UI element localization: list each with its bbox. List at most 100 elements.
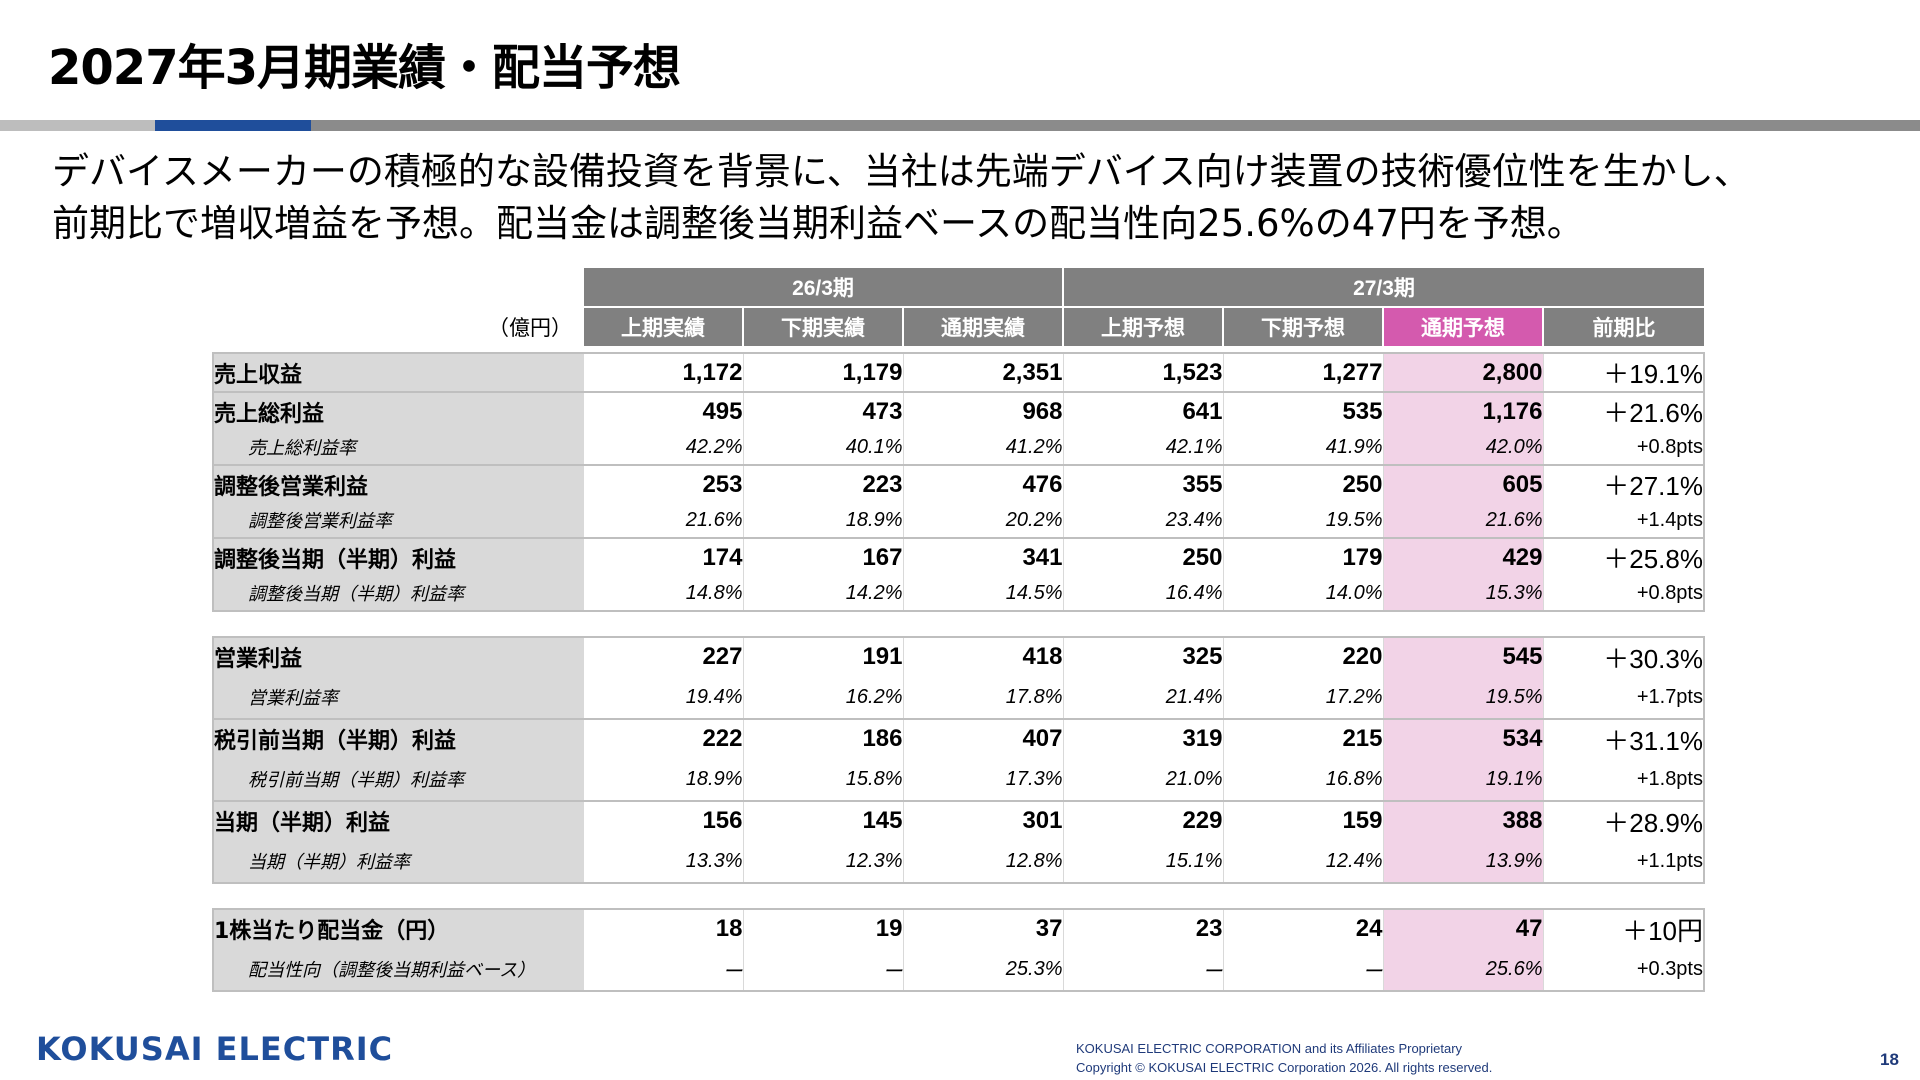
row-label: 配当性向（調整後当期利益ベース） xyxy=(212,948,583,992)
header-blank xyxy=(213,268,583,307)
copyright-line-2: Copyright © KOKUSAI ELECTRIC Corporation… xyxy=(1076,1060,1493,1075)
value-cell: 179 xyxy=(1222,537,1383,576)
value-cell: 2,800 xyxy=(1382,352,1543,392)
title-divider xyxy=(0,120,1920,131)
row-label: 調整後営業利益 xyxy=(212,464,583,503)
copyright-note: KOKUSAI ELECTRIC CORPORATION and its Aff… xyxy=(1076,1039,1492,1077)
value-cell: 12.4% xyxy=(1222,840,1383,884)
value-cell: 215 xyxy=(1222,718,1383,758)
value-cell: 21.6% xyxy=(1382,503,1543,538)
value-cell: 968 xyxy=(902,391,1063,430)
page-title: 2027年3月期業績・配当予想 xyxy=(48,40,681,96)
yoy-cell: +0.8pts xyxy=(1542,430,1705,465)
value-cell: 15.8% xyxy=(742,758,903,801)
value-cell: 19.4% xyxy=(582,676,743,719)
table-subrow: 配当性向（調整後当期利益ベース）ーー 25.3% ーー 25.6% +0.3pts xyxy=(212,948,1705,992)
value-cell: 21.0% xyxy=(1062,758,1223,801)
row-label: 売上総利益 xyxy=(212,391,583,430)
value-cell: 167 xyxy=(742,537,903,576)
row-label: 1株当たり配当金（円） xyxy=(212,908,583,948)
value-cell: 14.2% xyxy=(742,576,903,612)
value-cell: 229 xyxy=(1062,800,1223,840)
value-cell: 325 xyxy=(1062,636,1223,676)
value-cell: 534 xyxy=(1382,718,1543,758)
yoy-cell: +1.1pts xyxy=(1542,840,1705,884)
value-cell: 20.2% xyxy=(902,503,1063,538)
value-cell: 2,351 xyxy=(902,352,1063,392)
value-cell: 250 xyxy=(1222,464,1383,503)
value-cell: 24 xyxy=(1222,908,1383,948)
yoy-cell: +1.4pts xyxy=(1542,503,1705,538)
value-cell: 41.9% xyxy=(1222,430,1383,465)
value-cell: 1,176 xyxy=(1382,391,1543,430)
value-cell: 1,179 xyxy=(742,352,903,392)
value-cell: 16.8% xyxy=(1222,758,1383,801)
value-cell: 17.3% xyxy=(902,758,1063,801)
value-cell: ー xyxy=(742,948,903,992)
yoy-cell: ＋27.1% xyxy=(1542,464,1705,503)
row-label: 税引前当期（半期）利益 xyxy=(212,718,583,758)
value-cell: 42.0% xyxy=(1382,430,1543,465)
value-cell: 23 xyxy=(1062,908,1223,948)
value-cell: 17.8% xyxy=(902,676,1063,719)
yoy-cell: +0.8pts xyxy=(1542,576,1705,612)
row-label: 調整後当期（半期）利益率 xyxy=(212,576,583,612)
value-cell: 156 xyxy=(582,800,743,840)
value-cell: 223 xyxy=(742,464,903,503)
value-cell: 15.1% xyxy=(1062,840,1223,884)
value-cell: 19.5% xyxy=(1222,503,1383,538)
copyright-line-1: KOKUSAI ELECTRIC CORPORATION and its Aff… xyxy=(1076,1041,1463,1056)
value-cell: 301 xyxy=(902,800,1063,840)
value-cell: ー xyxy=(1222,948,1383,992)
table-subrow: 営業利益率 19.4% 16.2% 17.8% 21.4% 17.2% 19.5% +1.7p… xyxy=(212,676,1705,719)
yoy-cell: ＋28.9% xyxy=(1542,800,1705,840)
value-cell: 159 xyxy=(1222,800,1383,840)
value-cell: 388 xyxy=(1382,800,1543,840)
period-header-fy27: 27/3期 xyxy=(1062,268,1704,307)
value-cell: 37 xyxy=(902,908,1063,948)
row-label: 営業利益 xyxy=(212,636,583,676)
value-cell: 1,277 xyxy=(1222,352,1383,392)
value-cell: 220 xyxy=(1222,636,1383,676)
lead-line-2: 前期比で増収増益を予想。配当金は調整後当期利益ベースの配当性向25.6%の47円… xyxy=(52,202,1584,245)
value-cell: 18 xyxy=(582,908,743,948)
value-cell: 476 xyxy=(902,464,1063,503)
yoy-cell: ＋30.3% xyxy=(1542,636,1705,676)
yoy-cell: ＋31.1% xyxy=(1542,718,1705,758)
value-cell: 191 xyxy=(742,636,903,676)
value-cell: 535 xyxy=(1222,391,1383,430)
table-row: 営業利益 227 191 418 325 220 545 ＋30.3% xyxy=(212,636,1705,676)
column-header: 通期実績 xyxy=(902,306,1063,346)
value-cell: 473 xyxy=(742,391,903,430)
table-row: 当期（半期）利益 156 145 301 229 159 388 ＋28.9% xyxy=(212,800,1705,840)
value-cell: 253 xyxy=(582,464,743,503)
value-cell: 14.8% xyxy=(582,576,743,612)
table-row: 売上総利益 495 473 968 641 535 1,176 ＋21.6% xyxy=(212,391,1705,430)
divider-segment-accent xyxy=(155,120,311,131)
value-cell: 40.1% xyxy=(742,430,903,465)
unit-label: （億円） xyxy=(213,307,583,346)
value-cell: 319 xyxy=(1062,718,1223,758)
value-cell: 19.5% xyxy=(1382,676,1543,719)
table-subrow: 税引前当期（半期）利益率 18.9% 15.8% 17.3% 21.0% 16.8% 19.… xyxy=(212,758,1705,801)
table-row: 1株当たり配当金（円） 18 19 37 23 24 47 ＋10円 xyxy=(212,908,1705,948)
value-cell: 15.3% xyxy=(1382,576,1543,612)
value-cell: 13.9% xyxy=(1382,840,1543,884)
divider-segment-light xyxy=(0,120,155,131)
group-spacer xyxy=(213,611,1704,637)
column-header: 前期比 xyxy=(1542,306,1704,346)
row-label: 営業利益率 xyxy=(212,676,583,719)
period-header-fy26: 26/3期 xyxy=(582,268,1063,307)
value-cell: 227 xyxy=(582,636,743,676)
row-label: 調整後営業利益率 xyxy=(212,503,583,538)
value-cell: 16.2% xyxy=(742,676,903,719)
table-row: 調整後当期（半期）利益 174 167 341 250 179 429 ＋25.8% xyxy=(212,537,1705,576)
value-cell: 418 xyxy=(902,636,1063,676)
value-cell: ー xyxy=(1062,948,1223,992)
table-subrow: 調整後当期（半期）利益率 14.8% 14.2% 14.5% 16.4% 14.0% 15.… xyxy=(212,576,1705,612)
yoy-cell: ＋19.1% xyxy=(1542,352,1705,392)
table-subrow: 売上総利益率 42.2% 40.1% 41.2% 42.1% 41.9% 42.0% +0.8… xyxy=(212,430,1705,465)
value-cell: 25.6% xyxy=(1382,948,1543,992)
value-cell: 42.1% xyxy=(1062,430,1223,465)
financial-forecast-table: 26/3期 27/3期 （億円） 上期実績 下期実績 通期実績 上期予想 下期予想 通期予… xyxy=(212,268,1705,992)
